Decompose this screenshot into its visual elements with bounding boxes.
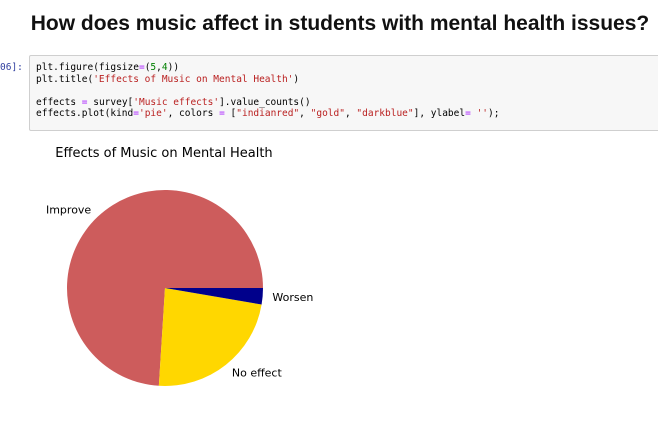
code-token: = [219, 108, 225, 119]
code-token: "darkblue" [356, 108, 414, 119]
code-token: plt.figure(figsize [36, 62, 139, 73]
code-token: effects [36, 96, 82, 108]
code-token: 'Effects of Music on Mental Health' [93, 73, 294, 85]
code-token: = [138, 62, 145, 73]
code-line: effects.plot(kind='pie', colors = ["indi… [36, 108, 658, 120]
pie-slice-improve [66, 190, 263, 386]
code-token: "gold" [310, 108, 345, 119]
code-token: [ [224, 108, 237, 119]
code-token: survey[ [87, 96, 134, 108]
code-line [36, 85, 658, 97]
code-token: = [465, 108, 471, 119]
code-token: ) [293, 73, 300, 85]
chart-title: Effects of Music on Mental Health [55, 146, 272, 161]
code-token: , [156, 62, 162, 73]
pie-label: Worsen [272, 291, 313, 304]
code-token: 'Music effects' [133, 96, 220, 108]
code-token: "indianred" [236, 108, 300, 119]
pie-slice-no-effect [158, 288, 262, 386]
cell-prompt: 06]: [0, 62, 23, 73]
code-token: ( [144, 62, 151, 73]
code-token: 'pie' [138, 108, 168, 119]
code-token: '' [476, 108, 489, 119]
code-line: plt.figure(figsize=(5,4)) [36, 62, 658, 74]
code-cell[interactable]: plt.figure(figsize=(5,4)) plt.title('Effe… [29, 55, 658, 131]
pie-slice-worsen [165, 288, 263, 305]
notebook-heading: How does music affect in students with m… [30, 12, 650, 35]
code-token: )) [167, 62, 180, 73]
pie-slices [66, 190, 263, 386]
code-token: ], ylabel [413, 108, 466, 119]
code-token: ); [488, 108, 500, 119]
pie-label: No effect [232, 367, 283, 380]
code-token: 4 [161, 62, 168, 73]
code-token: , colors [167, 108, 220, 119]
code-token: effects.plot(kind [36, 108, 134, 119]
code-token: , [299, 108, 311, 119]
cell-output: Effects of Music on Mental Health Improv… [0, 135, 658, 439]
code-token: , [344, 108, 357, 119]
code-editor[interactable]: plt.figure(figsize=(5,4)) plt.title('Effe… [36, 62, 658, 120]
code-token: = [81, 96, 88, 108]
code-line: effects = survey['Music effects'].value_… [36, 97, 658, 109]
pie-labels: Improve No effect Worsen [46, 203, 313, 379]
code-token: plt.title( [36, 73, 94, 85]
code-token: = [133, 108, 139, 119]
pie-chart: Effects of Music on Mental Health Improv… [46, 146, 313, 386]
code-token: ].value_counts() [219, 96, 311, 108]
code-token: 5 [150, 62, 157, 73]
pie-label: Improve [46, 203, 91, 216]
code-line: plt.title('Effects of Music on Mental He… [36, 74, 658, 86]
